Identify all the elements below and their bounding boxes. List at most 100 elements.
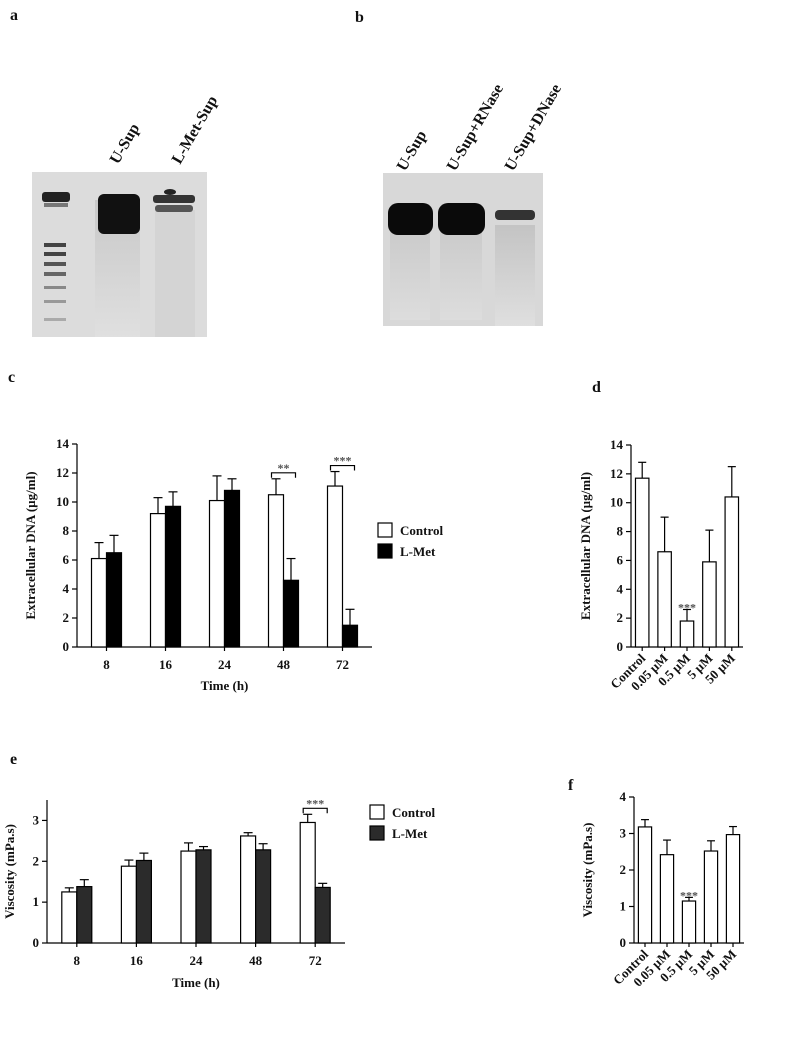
- y-tick-label: 0: [620, 935, 627, 950]
- annotation: ***: [306, 796, 324, 810]
- y-tick-label: 10: [610, 495, 623, 510]
- bar: [223, 489, 241, 648]
- y-axis-label: Extracellular DNA (µg/ml): [578, 472, 593, 620]
- panel-label: d: [592, 379, 601, 396]
- y-tick-label: 12: [56, 465, 69, 480]
- bar: [314, 886, 331, 944]
- bar: [61, 891, 78, 944]
- bar: [135, 859, 152, 944]
- y-tick-label: 4: [620, 789, 627, 804]
- y-tick-label: 2: [617, 610, 624, 625]
- bar: [180, 850, 197, 944]
- x-axis-label: Time (h): [201, 678, 249, 693]
- bar: [724, 496, 740, 648]
- y-tick-label: 3: [620, 826, 627, 841]
- bar: [255, 849, 272, 944]
- y-tick-label: 3: [33, 812, 40, 827]
- legend-label: L-Met: [392, 826, 428, 841]
- panel-label: f: [568, 777, 574, 794]
- y-tick-label: 1: [33, 894, 40, 909]
- y-tick-label: 8: [63, 523, 70, 538]
- y-tick-label: 2: [620, 862, 627, 877]
- x-tick-label: 16: [159, 657, 173, 672]
- significance-bracket: [270, 472, 297, 478]
- bar: [105, 552, 123, 648]
- lane-label: U-Sup: [394, 128, 431, 174]
- x-axis-label: Time (h): [172, 975, 220, 990]
- legend-label: Control: [392, 805, 435, 820]
- gel-b: [383, 173, 543, 326]
- annotation: **: [278, 461, 290, 475]
- x-tick-label: 24: [218, 657, 232, 672]
- bar: [725, 833, 741, 944]
- x-tick-label: 48: [277, 657, 291, 672]
- legend-swatch: [377, 543, 393, 559]
- bar: [326, 485, 344, 648]
- lane-label: U-Sup+RNase: [444, 81, 507, 174]
- lane-label: U-Sup+DNase: [502, 81, 565, 174]
- bar: [90, 557, 108, 648]
- bar: [679, 620, 695, 648]
- y-tick-label: 2: [33, 853, 40, 868]
- x-tick-label: 48: [249, 953, 263, 968]
- significance-bracket: [329, 464, 356, 471]
- bar: [240, 835, 257, 944]
- bar: [703, 850, 719, 944]
- bar: [634, 477, 650, 648]
- x-tick-label: 24: [190, 953, 204, 968]
- y-tick-label: 4: [63, 581, 70, 596]
- bar: [299, 821, 316, 944]
- bar: [164, 505, 182, 648]
- bar: [681, 900, 697, 944]
- bar: [659, 854, 675, 944]
- lane-label: L-Met-Sup: [169, 93, 222, 167]
- y-axis-label: Extracellular DNA (µg/ml): [23, 471, 38, 619]
- y-tick-label: 14: [610, 437, 624, 452]
- x-tick-label: 8: [103, 657, 110, 672]
- gel-a: [32, 172, 207, 337]
- bar: [341, 624, 359, 648]
- y-tick-label: 8: [617, 524, 624, 539]
- panel-label: a: [10, 7, 18, 24]
- panel-label: e: [10, 751, 17, 768]
- bar: [657, 551, 672, 648]
- y-axis-label: Viscosity (mPa.s): [2, 824, 17, 919]
- bar: [149, 512, 167, 648]
- y-tick-label: 4: [617, 581, 624, 596]
- x-tick-label: 16: [130, 953, 144, 968]
- bar: [637, 826, 653, 944]
- x-tick-label: 72: [336, 657, 349, 672]
- bar: [267, 494, 285, 648]
- bar: [195, 849, 212, 944]
- bar: [120, 865, 138, 944]
- legend-label: Control: [400, 523, 443, 538]
- bar: [76, 886, 93, 944]
- y-tick-label: 6: [63, 552, 70, 567]
- y-tick-label: 14: [56, 436, 70, 451]
- bar: [702, 561, 717, 648]
- y-tick-label: 0: [33, 935, 40, 950]
- legend-swatch: [377, 522, 393, 538]
- significance-bracket: [302, 807, 328, 814]
- panel-label: c: [8, 369, 15, 386]
- bar: [282, 579, 300, 648]
- legend-label: L-Met: [400, 544, 436, 559]
- legend-swatch: [369, 825, 385, 841]
- annotation: ***: [334, 454, 352, 468]
- x-tick-label: 8: [74, 953, 81, 968]
- x-tick-label: 72: [309, 953, 322, 968]
- bar: [208, 499, 226, 648]
- y-tick-label: 12: [610, 466, 623, 481]
- y-tick-label: 0: [63, 639, 70, 654]
- y-tick-label: 1: [620, 899, 627, 914]
- annotation: ***: [678, 600, 696, 614]
- y-tick-label: 6: [617, 552, 624, 567]
- y-tick-label: 0: [617, 639, 624, 654]
- y-tick-label: 10: [56, 494, 69, 509]
- annotation: ***: [680, 888, 698, 902]
- y-axis-label: Viscosity (mPa.s): [580, 823, 595, 918]
- lane-label: U-Sup: [107, 121, 144, 167]
- y-tick-label: 2: [63, 610, 70, 625]
- panel-label: b: [355, 9, 364, 26]
